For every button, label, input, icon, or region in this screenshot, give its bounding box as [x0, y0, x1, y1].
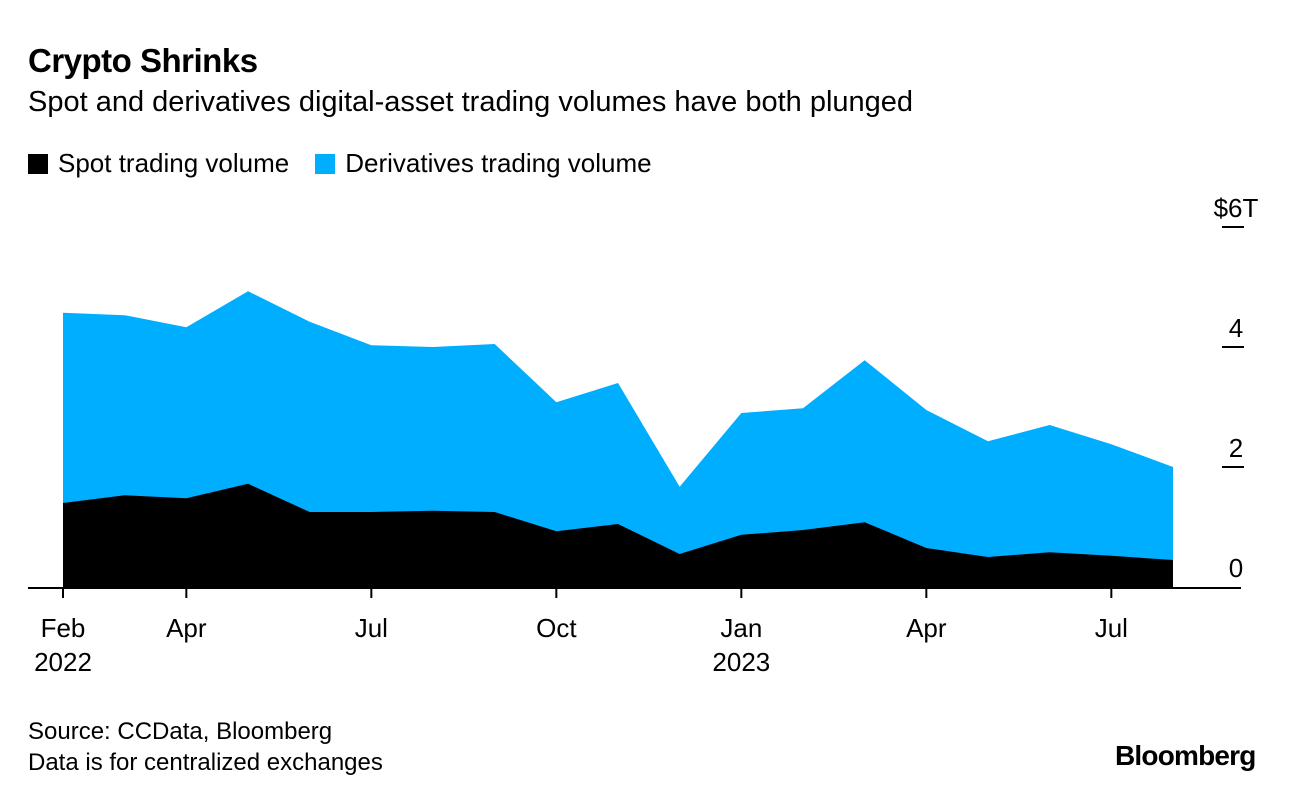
- spot-area: [63, 483, 1173, 587]
- legend-label-derivatives: Derivatives trading volume: [345, 148, 652, 178]
- legend-label-spot: Spot trading volume: [58, 148, 290, 178]
- chart-subtitle: Spot and derivatives digital-asset tradi…: [28, 86, 914, 118]
- y-tick-label: 2: [1229, 433, 1243, 463]
- chart-title: Crypto Shrinks: [28, 42, 258, 79]
- legend-item-derivatives: Derivatives trading volume: [315, 148, 652, 179]
- x-tick-year-label: 2022: [34, 647, 92, 677]
- y-tick-label: 4: [1229, 313, 1243, 343]
- x-tick-label: Oct: [536, 613, 577, 643]
- legend-swatch-spot: [28, 153, 48, 174]
- x-tick-label: Jul: [1095, 613, 1128, 643]
- legend: Spot trading volume Derivatives trading …: [28, 148, 678, 179]
- x-tick-year-label: 2023: [712, 647, 770, 677]
- source-note: Source: CCData, Bloomberg: [28, 718, 333, 745]
- legend-swatch-derivatives: [315, 153, 336, 174]
- x-tick-label: Feb: [41, 613, 86, 643]
- legend-item-spot: Spot trading volume: [28, 148, 289, 179]
- x-tick-label: Apr: [906, 613, 947, 643]
- x-tick-label: Apr: [166, 613, 207, 643]
- y-tick-label: $6T: [1214, 193, 1259, 223]
- y-tick-label: 0: [1229, 553, 1243, 583]
- data-note: Data is for centralized exchanges: [28, 749, 383, 776]
- x-tick-label: Jan: [720, 613, 762, 643]
- bloomberg-logo: Bloomberg: [1115, 740, 1256, 771]
- x-tick-label: Jul: [355, 613, 388, 643]
